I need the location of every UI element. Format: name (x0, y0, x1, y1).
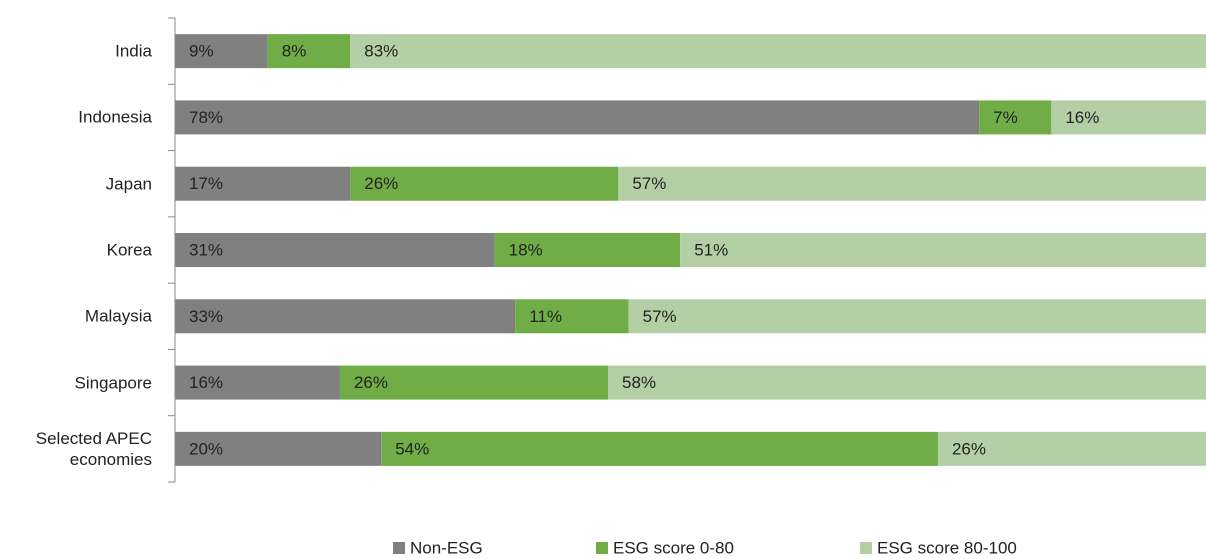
bar-segment (937, 431, 1206, 466)
data-label: 33% (189, 307, 223, 326)
bar-segment (680, 233, 1206, 267)
data-label: 31% (189, 240, 223, 259)
bar-segment (515, 299, 629, 334)
bar-segment (267, 34, 351, 69)
data-label: 83% (364, 42, 398, 61)
legend-swatch (860, 542, 872, 554)
y-tick-label: India (115, 41, 152, 61)
y-tick-label: Selected APEC economies (35, 428, 152, 469)
bar-segment (175, 431, 382, 466)
data-label: 9% (189, 42, 214, 61)
bar-segment (628, 299, 1206, 334)
data-label: 78% (189, 108, 223, 127)
bar-segment (175, 233, 495, 267)
legend-label: ESG score 0-80 (613, 538, 734, 557)
data-label: 16% (189, 373, 223, 392)
bar-segment (175, 100, 980, 135)
data-label: 57% (643, 307, 677, 326)
data-label: 11% (529, 307, 562, 326)
bar-segment (979, 100, 1052, 135)
bar-segment (618, 166, 1206, 201)
bar-segment (381, 431, 938, 466)
legend-label: Non-ESG (410, 538, 483, 557)
y-tick-label: Singapore (74, 373, 152, 393)
data-label: 57% (632, 174, 666, 193)
bar-segment (494, 233, 681, 267)
y-tick-label: Japan (105, 174, 152, 194)
legend-swatch (596, 542, 608, 554)
bar-segment (1051, 100, 1206, 135)
data-label: 54% (395, 439, 429, 458)
y-tick-label: Indonesia (78, 107, 152, 127)
data-label: 58% (622, 373, 656, 392)
data-label: 26% (354, 373, 388, 392)
bar-segment (175, 299, 516, 334)
data-label: 26% (364, 174, 398, 193)
data-label: 18% (509, 240, 543, 259)
y-tick-label: Malaysia (84, 306, 152, 326)
bar-segment (339, 365, 609, 400)
data-label: 7% (993, 108, 1018, 127)
bar-segment (175, 365, 340, 400)
bar-segment (175, 34, 268, 69)
bar-segment (608, 365, 1206, 400)
data-label: 8% (282, 42, 307, 61)
data-label: 16% (1065, 108, 1099, 127)
bar-segment (175, 166, 351, 201)
bar-segment (350, 34, 1206, 69)
bar-segment (350, 166, 619, 201)
data-label: 51% (694, 240, 728, 259)
y-tick-label: Korea (106, 240, 152, 260)
legend-label: ESG score 80-100 (877, 538, 1017, 557)
legend-swatch (393, 542, 405, 554)
data-label: 20% (189, 439, 223, 458)
data-label: 26% (952, 439, 986, 458)
data-label: 17% (189, 174, 223, 193)
